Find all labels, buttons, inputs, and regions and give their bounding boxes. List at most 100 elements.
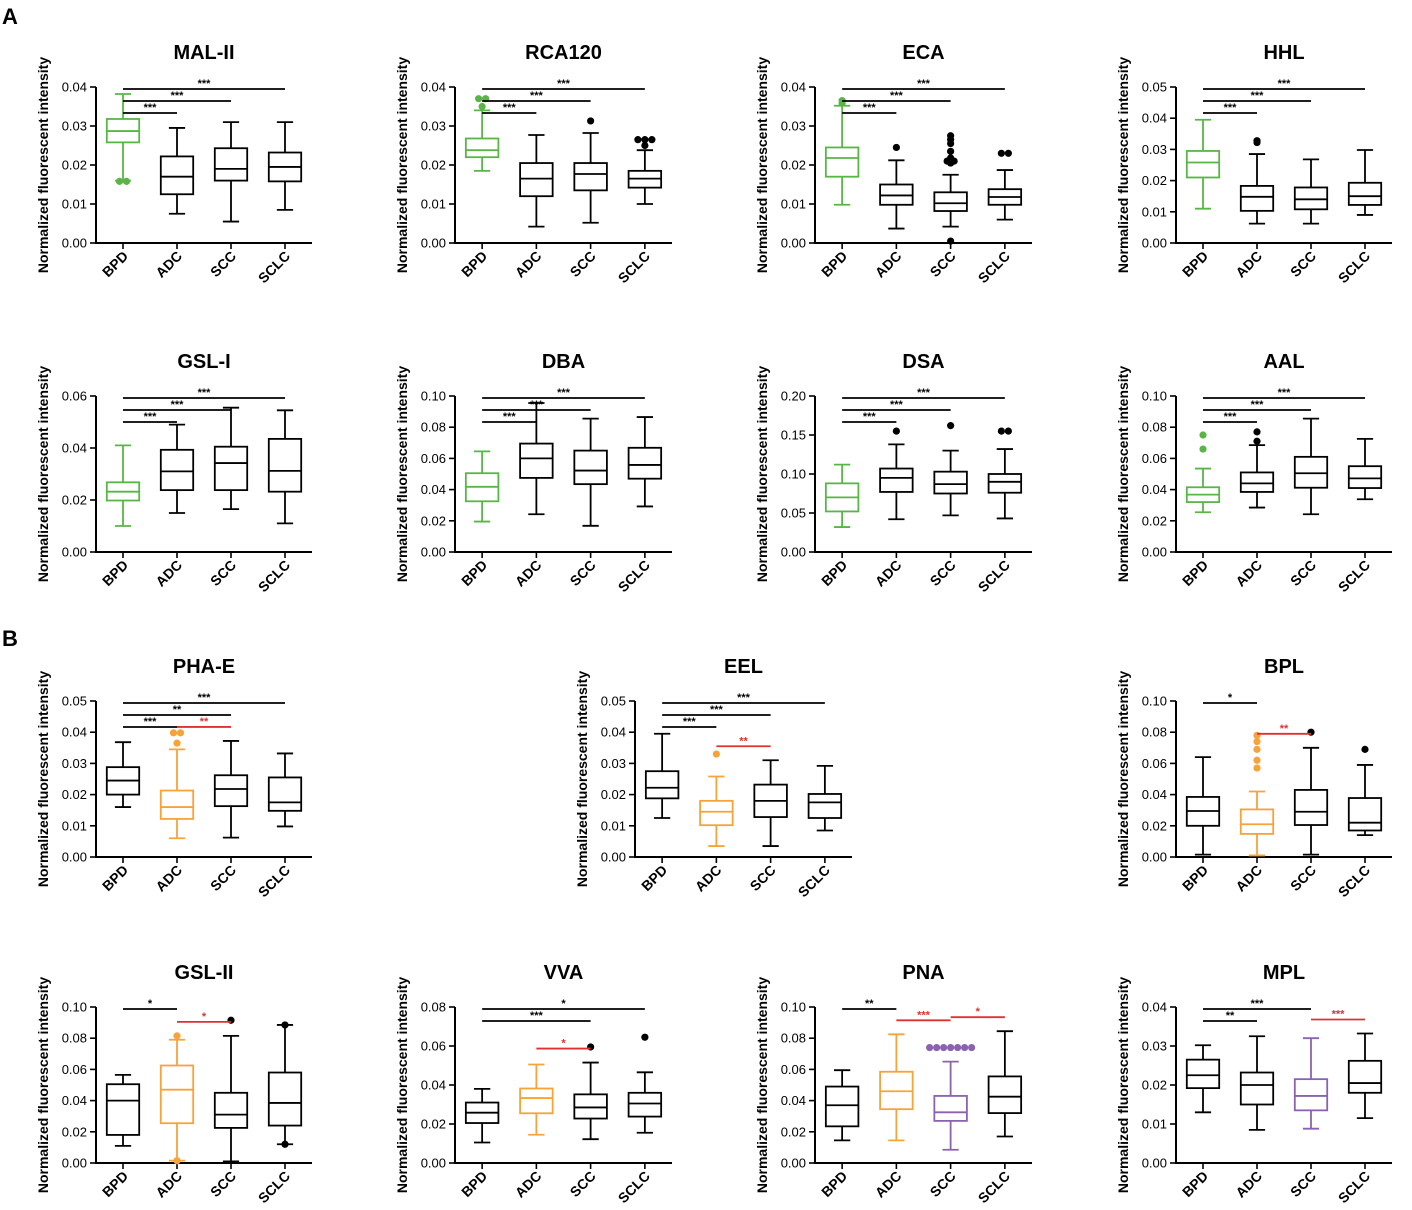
y-tick-label: 0.10	[781, 467, 806, 482]
x-tick-label: ADC	[152, 557, 185, 590]
y-axis-label: Normalized fluorescent intensity	[35, 671, 51, 887]
chart-aal: AAL Normalized fluorescent intensity 0.00 0…	[1115, 351, 1392, 595]
chart-title: EEL	[724, 656, 763, 678]
y-tick-label: 0.03	[62, 756, 87, 771]
box-bpd	[1185, 118, 1221, 210]
significance-label: ***	[917, 1009, 931, 1021]
significance-label: ***	[144, 716, 158, 728]
box-iqr	[699, 799, 734, 827]
y-tick-label: 0.00	[781, 1156, 806, 1171]
outlier-point	[1004, 427, 1012, 435]
x-tick-label: BPD	[818, 557, 850, 589]
outlier-point	[122, 177, 131, 185]
chart-title: PNA	[902, 962, 944, 984]
outlier-point	[478, 102, 486, 111]
y-tick-label: 0.00	[421, 236, 446, 251]
chart-title: HHL	[1263, 42, 1304, 64]
y-tick-label: 0.04	[421, 482, 446, 497]
box-iqr	[267, 1071, 303, 1127]
outlier-point	[173, 1157, 181, 1165]
box-bpd	[105, 741, 141, 808]
y-tick-label: 0.00	[1142, 850, 1167, 865]
x-tick-label: SCC	[207, 862, 239, 894]
y-tick-label: 0.02	[1142, 1078, 1167, 1093]
y-tick-label: 0.01	[62, 818, 87, 833]
box-sclc	[987, 169, 1023, 221]
y-tick-label: 0.02	[421, 513, 446, 528]
outlier-point	[1253, 428, 1261, 436]
box-iqr	[1239, 471, 1275, 493]
outlier-point	[940, 1043, 948, 1052]
x-tick-label: SCLC	[255, 862, 293, 900]
y-tick-label: 0.01	[1142, 204, 1167, 219]
box-iqr	[627, 1091, 663, 1118]
y-tick-label: 0.04	[62, 80, 87, 95]
x-tick-label: ADC	[692, 862, 725, 895]
significance-label: *	[202, 1011, 207, 1023]
box-bpd	[824, 104, 860, 206]
box-adc	[1239, 153, 1275, 225]
box-bpd	[1185, 756, 1221, 856]
box-iqr	[159, 1064, 195, 1125]
box-bpd	[644, 732, 680, 819]
chart-title: MAL-II	[173, 42, 234, 64]
y-tick-label: 0.02	[1142, 173, 1167, 188]
y-tick-label: 0.04	[601, 725, 626, 740]
box-bpd	[824, 463, 860, 528]
chart-pna: PNA Normalized fluorescent intensity 0.00 0…	[754, 962, 1032, 1206]
x-tick-label: SCC	[207, 248, 239, 280]
x-tick-label: BPD	[1179, 862, 1211, 894]
y-tick-label: 0.01	[781, 197, 806, 212]
box-sclc	[1347, 1032, 1383, 1120]
x-tick-label: SCC	[1287, 862, 1319, 894]
x-tick-label: SCC	[567, 1168, 599, 1200]
y-tick-label: 0.02	[62, 158, 87, 173]
box-sclc	[807, 764, 843, 832]
significance-label: ***	[1278, 387, 1292, 399]
box-iqr	[105, 1083, 141, 1136]
box-bpd	[464, 109, 500, 172]
y-tick-label: 0.03	[62, 119, 87, 134]
outlier-point	[475, 95, 483, 103]
box-adc	[159, 748, 195, 840]
significance-label: ***	[144, 411, 158, 423]
box-adc	[519, 1063, 554, 1136]
outlier-point	[1253, 737, 1261, 746]
chart-title: DSA	[902, 351, 944, 373]
box-scc	[213, 1034, 249, 1163]
x-tick-label: BPD	[99, 248, 131, 280]
box-sclc	[627, 416, 663, 508]
outlier-point	[712, 750, 720, 758]
box-iqr	[1293, 186, 1329, 211]
box-bpd	[1185, 467, 1221, 514]
y-tick-label: 0.00	[421, 545, 446, 560]
box-iqr	[987, 473, 1023, 494]
significance-label: ***	[198, 78, 212, 90]
significance-label: ***	[710, 704, 724, 716]
significance-label: ***	[198, 387, 212, 399]
box-iqr	[1347, 797, 1383, 832]
x-tick-label: SCC	[567, 557, 599, 589]
box-iqr	[267, 437, 303, 493]
y-tick-label: 0.00	[62, 1156, 87, 1171]
outlier-point	[169, 729, 178, 737]
outlier-point	[947, 237, 955, 245]
significance-label: ***	[557, 78, 571, 90]
box-sclc	[267, 1024, 303, 1146]
y-axis-label: Normalized fluorescent intensity	[574, 671, 590, 887]
box-iqr	[213, 147, 249, 182]
box-scc	[933, 449, 968, 517]
box-adc	[159, 423, 195, 514]
box-bpd	[464, 450, 500, 523]
significance-label: ***	[530, 399, 544, 411]
y-tick-label: 0.08	[421, 420, 446, 435]
outlier-point	[1253, 137, 1261, 145]
y-tick-label: 0.01	[601, 818, 626, 833]
y-tick-label: 0.03	[421, 119, 446, 134]
y-axis-label: Normalized fluorescent intensity	[394, 366, 410, 582]
chart-title: AAL	[1263, 351, 1304, 373]
x-tick-label: BPD	[818, 248, 850, 280]
y-tick-label: 0.02	[781, 158, 806, 173]
x-tick-label: SCC	[1287, 557, 1319, 589]
x-tick-label: SCC	[747, 862, 779, 894]
